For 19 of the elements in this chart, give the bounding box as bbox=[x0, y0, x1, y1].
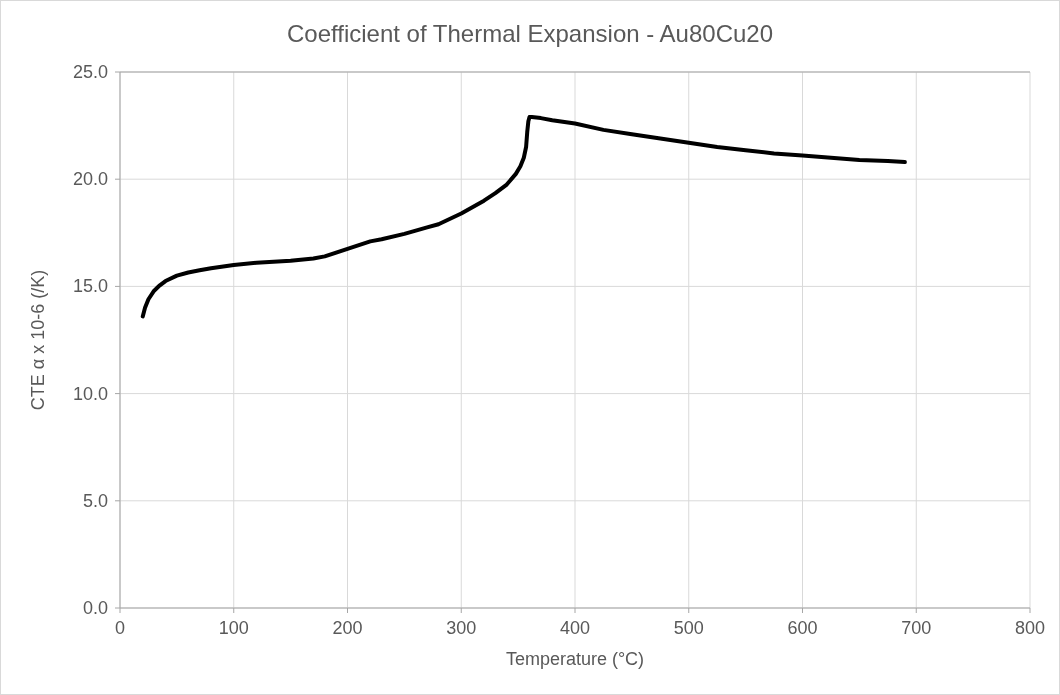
x-tick-label: 100 bbox=[218, 618, 249, 638]
x-axis-title: Temperature (°C) bbox=[505, 649, 645, 669]
y-tick-label: 20.0 bbox=[72, 169, 108, 190]
x-tick-label: 600 bbox=[787, 618, 818, 638]
x-tick-label: 0 bbox=[114, 618, 126, 638]
line-series bbox=[140, 115, 907, 319]
x-tick-label: 800 bbox=[1014, 618, 1046, 638]
y-tick-label: 0.0 bbox=[82, 598, 108, 618]
x-tick-label: 700 bbox=[901, 618, 932, 638]
x-tick-label: 300 bbox=[446, 618, 477, 638]
y-tick-label: 5.0 bbox=[82, 490, 108, 511]
y-tick-label: 10.0 bbox=[72, 383, 108, 404]
x-tick-label: 200 bbox=[332, 618, 363, 638]
chart-title: Coefficient of Thermal Expansion - Au80Cu20 bbox=[286, 20, 774, 47]
y-axis-title: CTE α x 10-6 (/K) bbox=[28, 269, 48, 411]
y-tick-label: 25.0 bbox=[72, 62, 108, 82]
x-tick-label: 500 bbox=[673, 618, 704, 638]
x-tick-label: 400 bbox=[559, 618, 591, 638]
y-tick-label: 15.0 bbox=[72, 276, 108, 297]
